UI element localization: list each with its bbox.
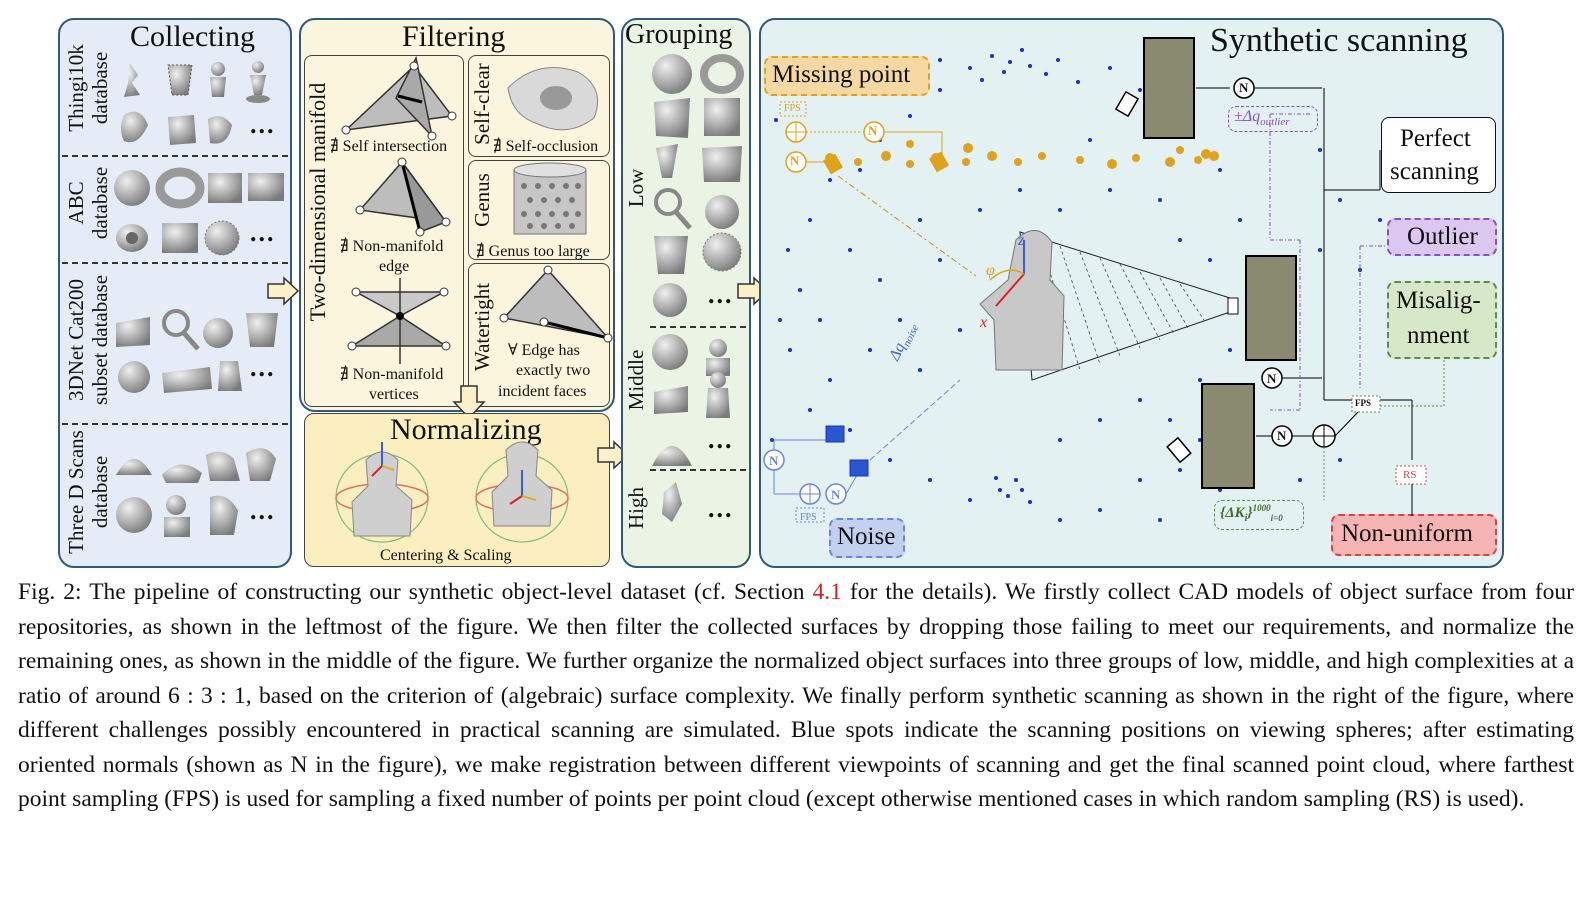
missing-n-label-1: N — [790, 153, 800, 168]
non-manifold-edge-diagram — [355, 157, 451, 237]
fps-right-label: FPS — [1355, 398, 1372, 408]
group-ellipsis-2: ... — [708, 425, 734, 454]
outlier-delta-label: ±Δqoutlier — [1234, 108, 1290, 129]
edge-text-1: ∀ Edge has — [508, 342, 580, 359]
misalignment-label-2: nment — [1407, 322, 1470, 349]
group-high-label: High — [624, 487, 648, 529]
noise-n-label-2: N — [831, 487, 841, 502]
threedscans-label: Three D Scans database — [64, 430, 112, 554]
section-ref-link[interactable]: 4.1 — [812, 579, 842, 605]
watertight-label: Watertight — [470, 282, 494, 372]
edge-text-3: incident faces — [498, 383, 587, 400]
outlier-box — [1387, 218, 1497, 256]
collect-divider-3 — [62, 423, 288, 425]
grouping-title: Grouping — [625, 19, 733, 50]
noise-n-label-1: N — [769, 453, 779, 468]
self-occlusion-text: ∄ Self-occlusion — [493, 138, 599, 155]
figure-caption: Fig. 2: The pipeline of constructing our… — [18, 579, 1574, 812]
genus-label: Genus — [470, 173, 494, 227]
perfect-scanning-box — [1381, 117, 1496, 193]
self-clear-label: Self-clear — [470, 63, 494, 145]
collect-ellipsis-4: ... — [250, 496, 276, 525]
outlier-delta-box — [1228, 106, 1318, 132]
collect-ellipsis-2: ... — [250, 218, 276, 247]
delta-k-box — [1214, 500, 1304, 530]
group-low-label: Low — [624, 168, 648, 208]
noise-flow — [763, 379, 961, 523]
missing-fps-label: FPS — [784, 103, 801, 114]
abc-label: ABC database — [64, 166, 112, 240]
missing-point-box — [764, 56, 930, 96]
collect-divider-2 — [62, 262, 288, 264]
non-manifold-vertices-text-1: ∄ Non-manifold — [340, 366, 444, 383]
3dnet-label: 3DNet Cat200 subset database — [64, 274, 112, 406]
edge-text-2: exactly two — [516, 362, 591, 379]
right-flow-lines — [1269, 88, 1445, 516]
group-divider-2 — [650, 469, 746, 471]
group-divider-1 — [650, 326, 746, 328]
non-manifold-vertices-text-2: vertices — [369, 386, 419, 403]
self-occlusion-shape — [507, 67, 598, 131]
group-ellipsis-1: ... — [708, 280, 734, 309]
axis-z-label: z — [1018, 232, 1025, 249]
scanner-middle — [1245, 255, 1322, 389]
non-manifold-edge-text-2: edge — [379, 258, 410, 275]
top-n-label: N — [1239, 80, 1249, 95]
axis-x-label: x — [980, 314, 988, 331]
normalizing-title: Normalizing — [390, 413, 542, 446]
rs-right-label: RS — [1403, 469, 1417, 481]
misalignment-label-1: Misalig- — [1396, 287, 1481, 314]
genus-too-large-text: ∄ Genus too large — [476, 243, 590, 260]
grouping-thumbnails — [652, 54, 744, 522]
scanning-title: Synthetic scanning — [1210, 22, 1468, 59]
scanner-bottom — [1166, 383, 1361, 500]
collect-divider-1 — [62, 155, 288, 157]
group-middle-label: Middle — [624, 349, 648, 411]
normalize-busts — [335, 441, 569, 543]
collecting-thumbnails — [114, 61, 284, 537]
filtering-title: Filtering — [402, 20, 506, 53]
self-intersection-diagram — [341, 55, 457, 141]
centering-scaling-text: Centering & Scaling — [380, 547, 512, 564]
bottom-n-label: N — [1277, 428, 1287, 443]
noise-fps-label: FPS — [800, 512, 817, 523]
arrow-collect-filter-icon — [267, 276, 300, 306]
missing-point-label: Missing point — [772, 61, 911, 88]
thingi10k-label: Thingi10k database — [64, 44, 112, 132]
collect-ellipsis-3: ... — [250, 353, 276, 382]
perfect-scanning-label-2: scanning — [1390, 158, 1479, 185]
arrow-filter-normalize-icon — [452, 385, 486, 420]
central-bust-scan — [979, 230, 1239, 381]
middle-n-label: N — [1267, 371, 1277, 386]
phi-label: φ — [986, 262, 995, 279]
misalignment-box — [1387, 281, 1497, 359]
outlier-label: Outlier — [1407, 223, 1478, 250]
delta-k-label: {ΔKi}1000i=0 — [1220, 503, 1283, 524]
self-intersection-text: ∄ Self intersection — [330, 138, 448, 155]
missing-point-flow — [779, 101, 977, 277]
genus-cylinder-shape — [513, 162, 587, 235]
manifold-label: Two-dimensional manifold — [305, 82, 330, 322]
collecting-title: Collecting — [130, 20, 255, 53]
noise-box — [829, 518, 905, 558]
non-manifold-vertices-diagram — [347, 278, 451, 364]
noise-label: Noise — [837, 523, 896, 550]
watertight-diagram — [499, 265, 613, 343]
collect-ellipsis-1: ... — [250, 110, 276, 139]
perfect-scanning-label-1: Perfect — [1400, 125, 1471, 152]
non-uniform-label: Non-uniform — [1341, 520, 1473, 547]
non-manifold-edge-text-1: ∄ Non-manifold — [340, 238, 444, 255]
non-uniform-box — [1331, 514, 1497, 556]
group-ellipsis-3: ... — [708, 494, 734, 523]
scanner-top — [1114, 37, 1322, 139]
missing-n-label-2: N — [868, 123, 878, 138]
